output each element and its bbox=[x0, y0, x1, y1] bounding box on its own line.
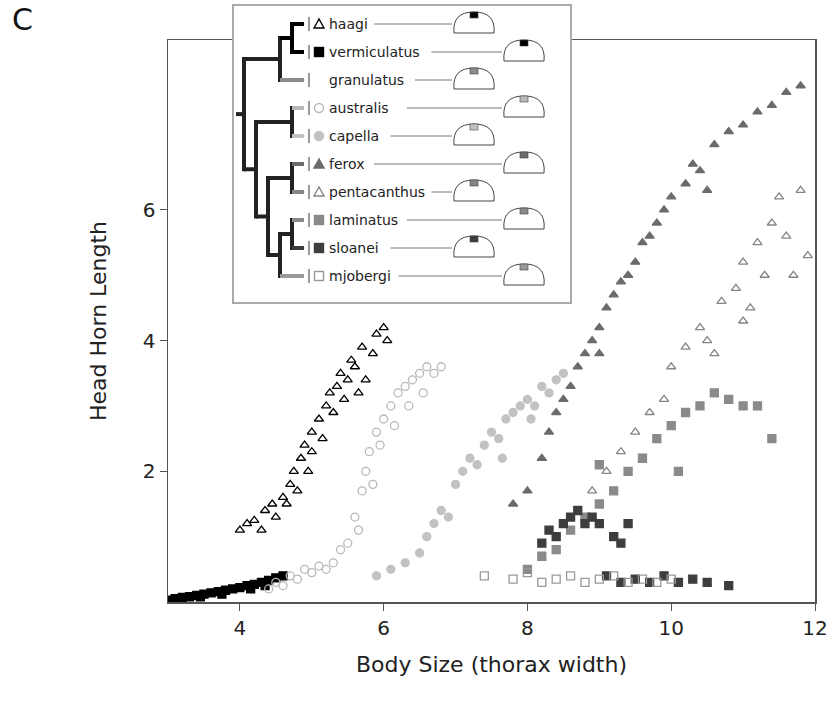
svg-text:ferox: ferox bbox=[329, 156, 364, 172]
svg-text:Head Horn Length: Head Horn Length bbox=[86, 221, 111, 421]
svg-text:2: 2 bbox=[143, 459, 156, 483]
svg-text:6: 6 bbox=[377, 616, 390, 640]
svg-text:granulatus: granulatus bbox=[329, 72, 404, 88]
svg-text:8: 8 bbox=[521, 616, 534, 640]
svg-text:vermiculatus: vermiculatus bbox=[329, 44, 420, 60]
svg-text:australis: australis bbox=[329, 100, 389, 116]
svg-text:4: 4 bbox=[234, 616, 247, 640]
svg-text:haagi: haagi bbox=[329, 16, 368, 32]
html-text:C: C bbox=[12, 2, 33, 37]
svg-text:laminatus: laminatus bbox=[329, 212, 398, 228]
svg-text:Body Size (thorax width): Body Size (thorax width) bbox=[356, 652, 627, 677]
svg-text:sloanei: sloanei bbox=[329, 240, 379, 256]
svg-text:6: 6 bbox=[143, 198, 156, 222]
svg-text:4: 4 bbox=[143, 329, 156, 353]
svg-text:12: 12 bbox=[802, 616, 827, 640]
svg-text:10: 10 bbox=[658, 616, 683, 640]
svg-text:capella: capella bbox=[329, 128, 379, 144]
svg-text:pentacanthus: pentacanthus bbox=[329, 184, 425, 200]
svg-text:mjobergi: mjobergi bbox=[329, 268, 391, 284]
